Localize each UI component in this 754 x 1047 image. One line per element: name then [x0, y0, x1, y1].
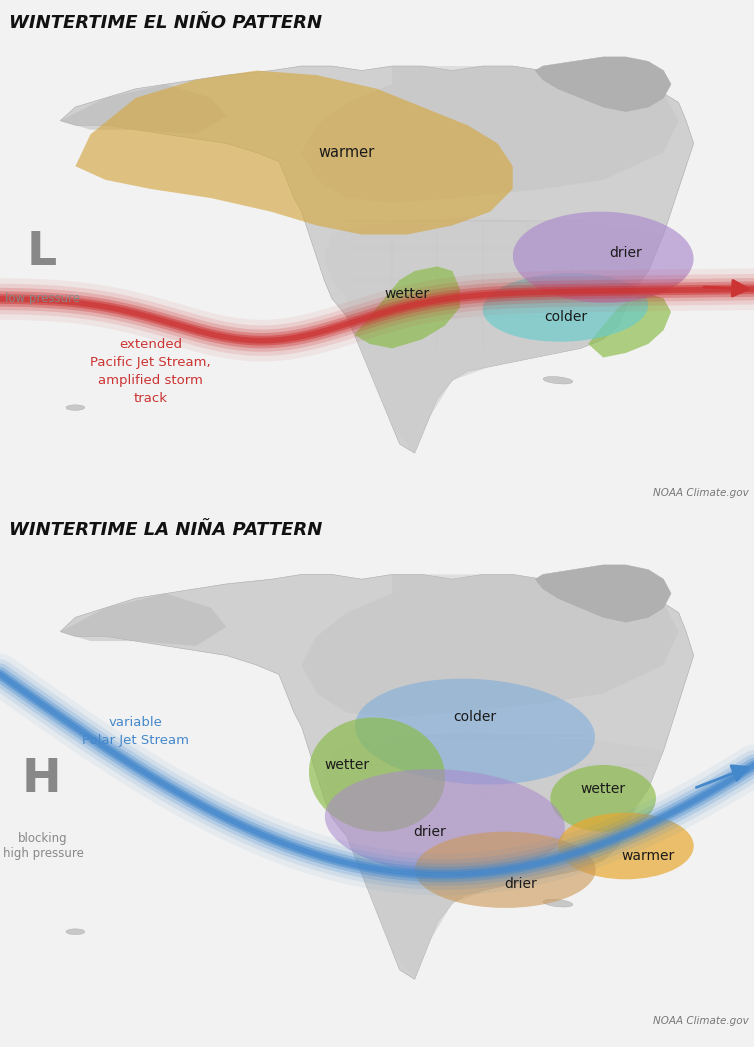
Ellipse shape: [66, 405, 84, 410]
Polygon shape: [324, 732, 664, 979]
Text: wetter: wetter: [324, 758, 369, 772]
Text: wetter: wetter: [385, 287, 430, 300]
Text: drier: drier: [413, 825, 446, 839]
Polygon shape: [354, 266, 460, 349]
Polygon shape: [60, 594, 226, 646]
Text: drier: drier: [504, 877, 537, 891]
Polygon shape: [588, 294, 671, 357]
Ellipse shape: [66, 929, 84, 935]
Ellipse shape: [309, 717, 445, 831]
Ellipse shape: [550, 765, 656, 831]
Polygon shape: [535, 565, 671, 622]
Ellipse shape: [415, 831, 596, 908]
Text: L: L: [26, 230, 57, 275]
Text: blocking
high pressure: blocking high pressure: [2, 832, 84, 860]
Ellipse shape: [558, 812, 694, 879]
Text: NOAA Climate.gov: NOAA Climate.gov: [653, 488, 749, 497]
Polygon shape: [302, 575, 679, 717]
Polygon shape: [60, 84, 226, 134]
Text: WINTERTIME EL NIÑO PATTERN: WINTERTIME EL NIÑO PATTERN: [9, 14, 322, 31]
Polygon shape: [324, 217, 664, 453]
Text: warmer: warmer: [319, 146, 375, 160]
Polygon shape: [60, 575, 694, 979]
Ellipse shape: [355, 678, 595, 784]
Text: colder: colder: [453, 710, 497, 725]
Text: variable
Polar Jet Stream: variable Polar Jet Stream: [82, 716, 189, 748]
Text: NOAA Climate.gov: NOAA Climate.gov: [653, 1016, 749, 1026]
Polygon shape: [75, 70, 513, 235]
Polygon shape: [535, 57, 671, 112]
Ellipse shape: [543, 899, 573, 907]
Text: drier: drier: [609, 246, 642, 260]
Ellipse shape: [543, 377, 573, 384]
Text: colder: colder: [544, 310, 587, 324]
Text: low pressure: low pressure: [5, 292, 81, 305]
Text: extended
Pacific Jet Stream,
amplified storm
track: extended Pacific Jet Stream, amplified s…: [90, 338, 211, 404]
Polygon shape: [302, 66, 679, 203]
Ellipse shape: [483, 273, 648, 341]
Ellipse shape: [513, 211, 694, 303]
Polygon shape: [60, 66, 694, 453]
Text: wetter: wetter: [581, 782, 626, 796]
Text: warmer: warmer: [622, 848, 675, 863]
Ellipse shape: [325, 770, 565, 875]
Text: H: H: [22, 757, 61, 802]
Text: WINTERTIME LA NIÑA PATTERN: WINTERTIME LA NIÑA PATTERN: [9, 521, 323, 539]
